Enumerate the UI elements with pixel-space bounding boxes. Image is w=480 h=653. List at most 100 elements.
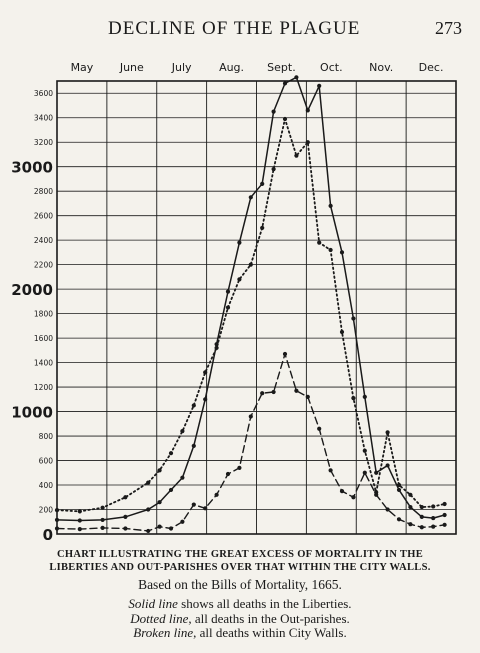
chart-source-note: Based on the Bills of Mortality, 1665. (138, 577, 342, 592)
data-point-dotted (385, 430, 390, 435)
data-point-dashed (419, 525, 424, 530)
data-point-solid (305, 108, 310, 113)
data-point-dashed (396, 517, 402, 522)
data-point-dotted (100, 505, 105, 510)
data-point-dashed (408, 522, 413, 527)
month-label: May (71, 61, 94, 74)
month-label: Sept. (267, 61, 296, 74)
data-point-dashed (294, 388, 299, 393)
y-tick-label: 1600 (34, 334, 53, 343)
data-point-dashed (305, 394, 310, 399)
y-axis-ticks: 0 200 400 600 800 1000 1200 1400 1600 1800 2000 220… (11, 89, 53, 544)
data-point-solid (77, 518, 82, 523)
data-point-dotted (294, 153, 299, 158)
data-point-dashed (271, 389, 276, 395)
data-point-solid (237, 240, 242, 245)
data-point-dashed (191, 502, 196, 507)
mortality-chart: 0 200 400 600 800 1000 1200 1400 1600 1800 2000 220… (11, 61, 457, 544)
data-point-dashed (77, 527, 82, 532)
page-number: 273 (435, 18, 462, 38)
data-point-solid (168, 487, 174, 493)
data-point-solid (396, 487, 402, 493)
data-point-solid (385, 463, 390, 468)
data-point-dashed (317, 426, 322, 431)
month-label: June (119, 61, 144, 74)
data-point-dotted (180, 429, 185, 434)
data-point-dotted (77, 509, 82, 514)
data-point-solid (431, 515, 436, 521)
data-point-dotted (317, 240, 322, 245)
data-point-dotted (271, 167, 276, 172)
data-point-dashed (203, 506, 208, 511)
data-point-dotted (225, 305, 231, 310)
data-point-solid (351, 316, 356, 321)
legend-solid: Solid line shows all deaths in the Liber… (0, 596, 480, 612)
series-lines (54, 75, 447, 534)
y-tick-label: 2600 (34, 212, 53, 221)
month-label: July (171, 61, 192, 74)
data-point-dotted (191, 403, 196, 408)
data-point-dotted (339, 329, 345, 335)
chart-grid (57, 81, 456, 534)
data-point-dotted (408, 492, 413, 497)
data-point-dotted (305, 140, 310, 145)
data-point-dashed (260, 391, 265, 396)
data-point-dashed (237, 465, 242, 470)
data-point-solid (317, 83, 322, 88)
chart-caption-title: CHART ILLUSTRATING THE GREAT EXCESS OF M… (0, 548, 480, 574)
data-point-solid (442, 512, 447, 518)
data-point-dotted (419, 504, 424, 510)
y-tick-label: 2800 (34, 187, 53, 196)
month-label: Nov. (369, 61, 393, 74)
data-point-solid (362, 394, 367, 399)
y-tick-label: 1800 (34, 310, 53, 319)
y-tick-label: 3400 (34, 114, 53, 123)
y-tick-label: 0 (43, 526, 53, 544)
data-point-dashed (328, 468, 333, 473)
data-point-solid (408, 504, 413, 510)
legend-dotted-text: , all deaths in the Out-parishes. (188, 610, 350, 626)
data-point-dashed (146, 528, 151, 534)
data-point-solid (100, 517, 105, 523)
data-point-dashed (362, 470, 367, 475)
data-point-dashed (168, 526, 174, 531)
data-point-dashed (123, 526, 128, 531)
data-point-solid (282, 81, 288, 86)
data-point-dotted (123, 495, 128, 500)
data-point-dashed (431, 524, 436, 529)
caption-title-line-2: LIBERTIES AND OUT-PARISHES OVER THAT WIT… (49, 562, 431, 573)
data-point-dashed (225, 471, 231, 477)
data-point-solid (260, 181, 265, 186)
data-point-solid (146, 507, 151, 512)
data-point-dotted (442, 501, 447, 507)
data-point-dotted (328, 247, 333, 253)
data-point-solid (191, 443, 196, 448)
y-tick-label: 600 (39, 457, 54, 466)
legend-broken-text: , all deaths within City Walls. (193, 625, 347, 640)
legend-broken: Broken line, all deaths within City Wall… (0, 625, 480, 641)
data-point-solid (248, 195, 253, 200)
y-tick-label: 200 (39, 506, 54, 515)
month-label: Oct. (320, 61, 343, 74)
y-tick-label: 3200 (34, 138, 53, 147)
data-point-dashed (339, 489, 345, 494)
data-point-dotted (168, 451, 174, 456)
data-point-dotted (203, 370, 208, 375)
data-point-dotted (214, 345, 219, 351)
y-tick-label: 400 (39, 481, 54, 490)
data-point-dashed (282, 351, 288, 357)
data-point-solid (123, 514, 128, 519)
y-tick-label: 1400 (34, 359, 53, 368)
y-tick-label: 2400 (34, 236, 53, 245)
data-point-dotted (396, 482, 402, 488)
page-header: DECLINE OF THE PLAGUE 273 (0, 18, 480, 46)
legend-dotted-style: Dotted line (130, 610, 189, 626)
legend-solid-style: Solid line (128, 596, 178, 611)
y-tick-label: 2200 (34, 261, 53, 270)
data-point-dashed (442, 522, 447, 527)
data-point-dotted (351, 396, 356, 401)
data-point-solid (157, 500, 162, 505)
data-point-dashed (180, 519, 185, 524)
data-point-solid (294, 75, 299, 80)
data-point-solid (203, 397, 208, 402)
